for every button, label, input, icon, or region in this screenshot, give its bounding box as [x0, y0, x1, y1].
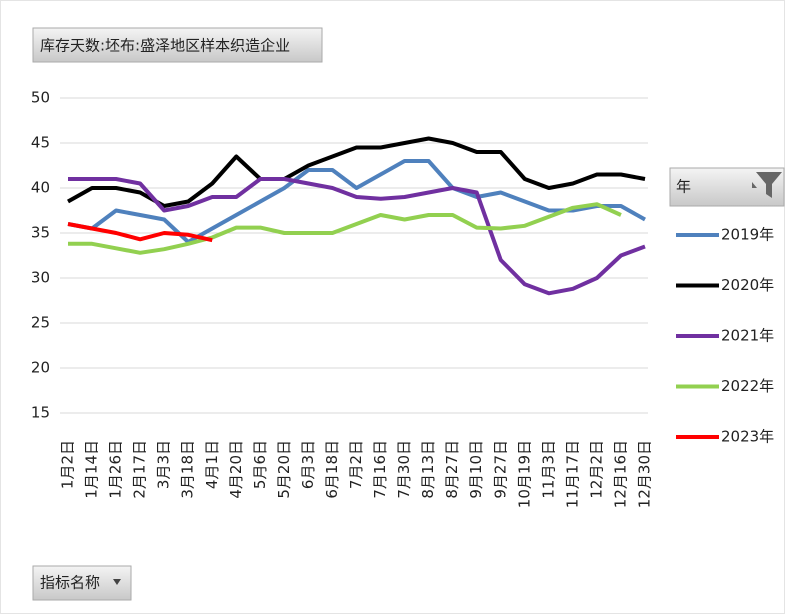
x-tick-label: 2月17日: [131, 440, 149, 499]
x-tick-label: 7月2日: [347, 440, 365, 489]
x-tick-label: 12月16日: [611, 440, 629, 508]
x-tick-label: 3月3日: [155, 440, 173, 489]
y-tick-label: 45: [31, 134, 50, 152]
field-button-label: 指标名称: [40, 574, 100, 592]
filter-icon: [752, 172, 782, 198]
x-tick-label: 7月30日: [395, 440, 413, 499]
chart-title: 库存天数:坯布:盛泽地区样本织造企业: [40, 37, 290, 55]
x-tick-label: 6月3日: [299, 440, 317, 489]
y-tick-label: 35: [31, 224, 50, 242]
legend-label: 2022年: [721, 377, 774, 395]
legend-title: 年: [676, 178, 691, 196]
y-tick-label: 15: [31, 404, 50, 422]
legend-label: 2023年: [721, 428, 774, 446]
title-button[interactable]: [32, 27, 323, 63]
x-tick-label: 7月16日: [371, 440, 389, 499]
line: [67, 159, 646, 244]
x-tick-label: 10月19日: [515, 440, 533, 508]
x-tick-label: 12月2日: [587, 440, 605, 499]
field-button[interactable]: [32, 565, 132, 601]
y-tick-label: 40: [31, 179, 50, 197]
x-tick-label: 6月18日: [323, 440, 341, 499]
x-tick-label: 9月27日: [491, 440, 509, 499]
x-tick-label: 4月1日: [203, 440, 221, 489]
x-tick-label: 1月26日: [107, 440, 125, 499]
x-tick-label: 1月14日: [83, 440, 101, 499]
x-tick-label: 8月13日: [419, 440, 437, 499]
x-tick-label: 5月20日: [275, 440, 293, 499]
y-tick-label: 50: [31, 89, 50, 107]
x-tick-label: 12月30日: [636, 440, 654, 508]
x-tick-label: 11月3日: [539, 440, 557, 499]
legend-label: 2021年: [721, 327, 774, 345]
line: [67, 136, 646, 208]
y-tick-label: 25: [31, 314, 50, 332]
line: [67, 222, 213, 243]
y-tick-label: 20: [31, 359, 50, 377]
line: [68, 177, 646, 296]
x-tick-label: 5月6日: [251, 440, 269, 489]
x-tick-label: 3月18日: [179, 440, 197, 499]
x-tick-label: 9月10日: [467, 440, 485, 499]
x-tick-label: 1月2日: [59, 440, 77, 489]
x-tick-label: 11月17日: [563, 440, 581, 508]
legend-label: 2019年: [721, 226, 774, 244]
line: [68, 202, 622, 255]
x-tick-label: 8月27日: [443, 440, 461, 499]
x-tick-label: 4月20日: [227, 440, 245, 499]
legend-label: 2020年: [721, 276, 774, 294]
y-tick-label: 30: [31, 269, 50, 287]
dropdown-arrow: [113, 579, 121, 585]
